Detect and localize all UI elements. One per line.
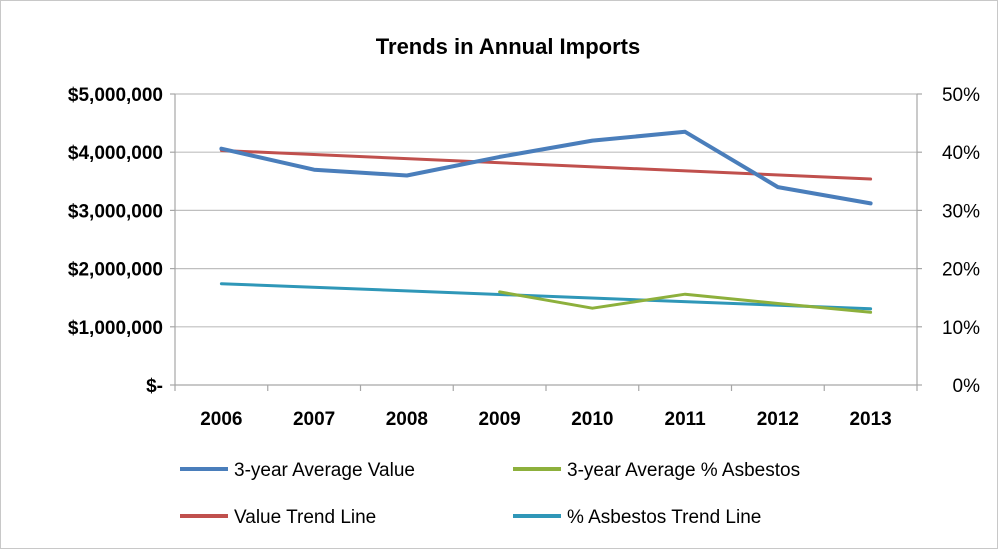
series-line-3-year-average-asbestos: [498, 290, 873, 314]
left-axis-ticks: $- $1,000,000 $2,000,000 $3,000,000 $4,000,0…: [68, 85, 163, 397]
left-tick-label: $3,000,000: [68, 201, 163, 222]
right-tick-label: 20%: [942, 260, 980, 281]
axes: [170, 93, 922, 391]
right-tick-label: 10%: [942, 318, 980, 339]
right-tick-label: 30%: [942, 201, 980, 222]
series-layer: [219, 129, 873, 314]
gridlines: [175, 93, 917, 328]
legend-label: Value Trend Line: [234, 507, 376, 528]
legend-label: % Asbestos Trend Line: [567, 507, 761, 528]
right-tick-label: 40%: [942, 143, 980, 164]
x-tick-label: 2010: [571, 409, 613, 430]
left-tick-label: $1,000,000: [68, 318, 163, 339]
legend-label: 3-year Average % Asbestos: [567, 460, 800, 481]
series-line-asbestos-trend-line: [219, 282, 873, 311]
x-tick-label: 2013: [849, 409, 891, 430]
x-tick-label: 2006: [200, 409, 242, 430]
x-tick-label: 2008: [386, 409, 428, 430]
series-line-3-year-average-value: [219, 129, 873, 206]
series-line-value-trend-line: [219, 149, 873, 181]
legend-label: 3-year Average Value: [234, 460, 415, 481]
right-axis-ticks: 0% 10% 20% 30% 40% 50%: [942, 85, 980, 397]
x-tick-label: 2012: [757, 409, 799, 430]
x-tick-label: 2009: [478, 409, 520, 430]
x-tick-label: 2007: [293, 409, 335, 430]
right-tick-label: 0%: [953, 376, 981, 397]
x-axis-ticks: 2006 2007 2008 2009 2010 2011 2012 2013: [200, 409, 892, 430]
left-tick-label: $4,000,000: [68, 143, 163, 164]
right-tick-label: 50%: [942, 85, 980, 106]
left-tick-label: $-: [146, 376, 163, 397]
left-tick-label: $5,000,000: [68, 85, 163, 106]
left-tick-label: $2,000,000: [68, 260, 163, 281]
legend: 3-year Average Value 3-year Average % Asb…: [180, 460, 800, 528]
chart-title: Trends in Annual Imports: [376, 34, 640, 59]
x-tick-label: 2011: [665, 409, 707, 430]
